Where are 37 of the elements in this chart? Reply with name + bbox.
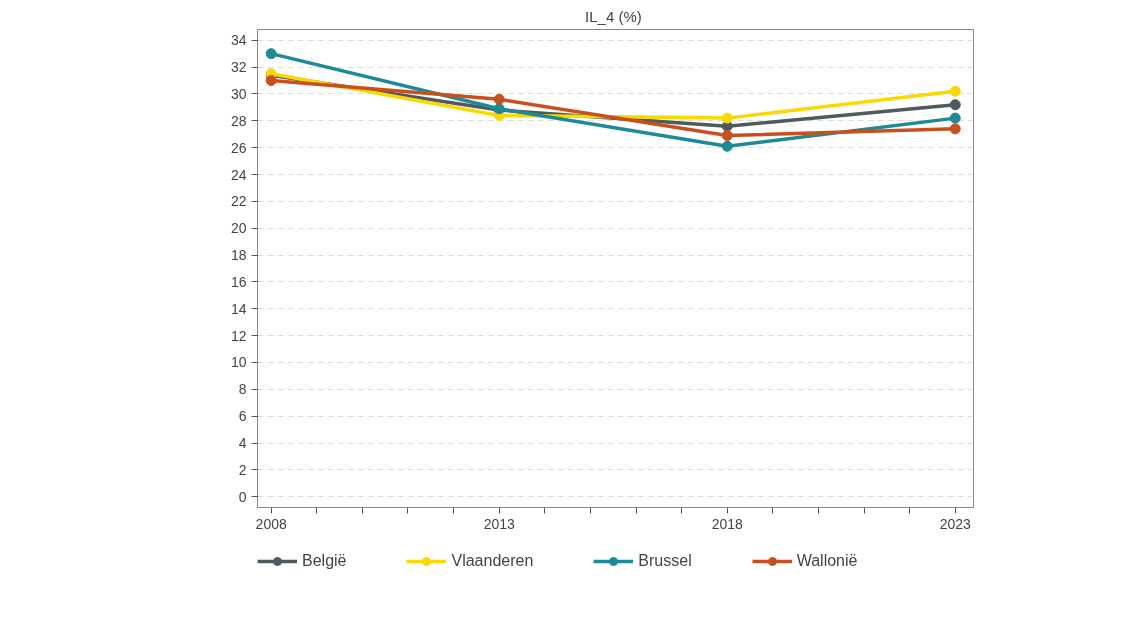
y-tick-label: 20 (230, 220, 247, 237)
y-tick-label: 22 (230, 193, 247, 210)
point (949, 112, 961, 124)
point (949, 99, 961, 111)
point (949, 123, 961, 135)
y-tick-label: 16 (230, 273, 247, 290)
point (721, 140, 733, 152)
legend-label: België (302, 552, 347, 570)
x-tick-label: 2013 (483, 515, 515, 532)
point (721, 130, 733, 142)
y-tick-label: 6 (238, 408, 247, 425)
legend-label: Brussel (638, 552, 692, 570)
y-tick-label: 26 (230, 139, 247, 156)
y-tick-label: 4 (238, 435, 247, 452)
x-tick-label: 2023 (939, 515, 972, 532)
y-tick-label: 18 (230, 247, 247, 264)
y-tick-label: 32 (230, 59, 247, 76)
y-tick-label: 28 (230, 112, 247, 129)
point (949, 85, 961, 97)
y-tick-label: 12 (230, 327, 247, 344)
y-tick-label: 30 (230, 85, 247, 102)
y-tick-label: 34 (230, 32, 247, 49)
point (721, 112, 733, 124)
y-tick-label: 14 (230, 300, 247, 317)
y-tick-label: 0 (238, 488, 247, 505)
legend-label: Vlaanderen (451, 552, 534, 570)
legend-label: Wallonië (796, 552, 858, 570)
y-tick-label: 8 (238, 381, 247, 398)
point (265, 75, 277, 87)
chart-title: IL_4 (%) (585, 7, 642, 25)
y-tick-label: 2 (238, 461, 247, 478)
point (493, 93, 505, 105)
x-tick-label: 2018 (711, 515, 744, 532)
x-tick-label: 2008 (255, 515, 287, 532)
point (265, 48, 277, 60)
y-tick-label: 10 (230, 354, 247, 371)
y-tick-label: 24 (230, 166, 247, 183)
